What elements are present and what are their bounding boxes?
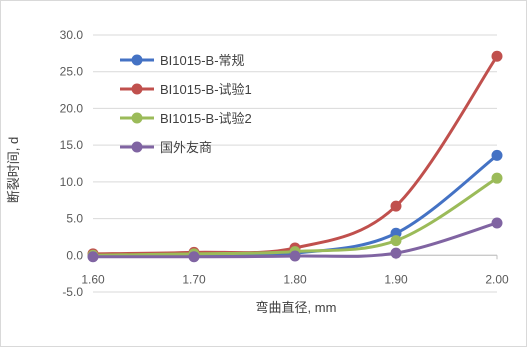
y-tick-label: 10.0 xyxy=(60,175,84,189)
legend-swatch-marker xyxy=(131,54,143,66)
y-tick-label: 30.0 xyxy=(60,28,84,42)
data-point xyxy=(390,247,402,259)
y-tick-label: 25.0 xyxy=(60,65,84,79)
x-tick-label: 1.80 xyxy=(283,272,307,286)
x-tick-label: 1.60 xyxy=(81,272,105,286)
x-axis-label: 弯曲直径, mm xyxy=(256,300,337,315)
legend-label: BI1015-B-试验1 xyxy=(160,82,252,97)
legend: BI1015-B-常规 BI1015-B-试验1 BI1015-B-试验2 国外友商 xyxy=(120,53,252,155)
legend-swatch-marker xyxy=(131,83,143,95)
x-tick-label: 1.70 xyxy=(182,272,206,286)
y-tick-label: 20.0 xyxy=(60,101,84,115)
data-point xyxy=(87,251,99,263)
series-markers xyxy=(87,50,503,263)
y-tick-label: 5.0 xyxy=(66,212,83,226)
data-point xyxy=(491,50,503,62)
legend-label: BI1015-B-常规 xyxy=(160,53,245,68)
data-point xyxy=(491,217,503,229)
legend-swatch-marker xyxy=(131,141,143,153)
legend-label: 国外友商 xyxy=(160,140,212,155)
y-axis-label: 断裂时间, d xyxy=(6,137,21,203)
data-point xyxy=(491,149,503,161)
legend-swatch-marker xyxy=(131,112,143,124)
y-tick-label: -5.0 xyxy=(62,285,83,299)
data-point xyxy=(491,172,503,184)
x-tick-label: 1.90 xyxy=(384,272,408,286)
legend-label: BI1015-B-试验2 xyxy=(160,111,252,126)
x-tick-label: 2.00 xyxy=(485,272,509,286)
y-tick-label: 0.0 xyxy=(66,248,83,262)
data-point xyxy=(188,251,200,263)
data-point xyxy=(390,235,402,247)
y-tick-label: 15.0 xyxy=(60,138,84,152)
data-point xyxy=(390,200,402,212)
data-point xyxy=(289,250,301,262)
